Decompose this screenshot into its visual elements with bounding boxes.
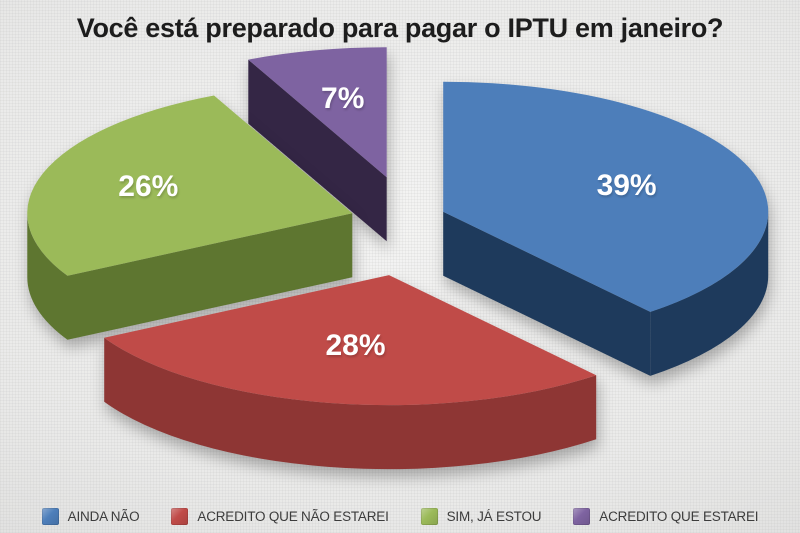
- pie-slice-ainda-nao: 39%: [443, 81, 769, 376]
- legend-swatch: [171, 507, 189, 525]
- pie-slice-acredito-que-estarei: 7%: [248, 47, 387, 242]
- pie-slice-side-face: [248, 59, 387, 242]
- legend-label: ACREDITO QUE NÃO ESTAREI: [197, 508, 389, 524]
- legend-item-sim-ja-estou: SIM, JÁ ESTOU: [420, 507, 542, 525]
- legend-label: AINDA NÃO: [67, 508, 140, 524]
- pie-slice-side-face: [67, 213, 353, 340]
- pie-slice-rim: [104, 337, 597, 470]
- pie-slice-top-face: [443, 81, 769, 312]
- slice-value-label: 28%: [325, 329, 385, 362]
- legend-swatch: [41, 507, 59, 525]
- chart-legend: AINDA NÃO ACREDITO QUE NÃO ESTAREI SIM, JÁ…: [0, 504, 800, 528]
- legend-item-acredito-que-nao-estarei: ACREDITO QUE NÃO ESTAREI: [171, 507, 389, 525]
- pie-slice-top-face: [248, 47, 387, 178]
- legend-swatch: [420, 507, 438, 525]
- pie-slice-rim: [650, 211, 769, 376]
- chart-title: Você está preparado para pagar o IPTU em…: [76, 13, 724, 43]
- pie-slice-top-face: [104, 275, 597, 406]
- pie-slice-sim-ja-estou: 26%: [27, 95, 353, 340]
- legend-label: SIM, JÁ ESTOU: [446, 508, 542, 524]
- slice-value-label: 26%: [118, 170, 178, 203]
- legend-label: ACREDITO QUE ESTAREI: [599, 508, 759, 524]
- legend-item-ainda-nao: AINDA NÃO: [41, 507, 140, 525]
- pie-slice-acredito-que-nao-estarei: 28%: [104, 275, 597, 470]
- slice-value-label: 7%: [321, 82, 364, 115]
- pie-slice-top-face: [27, 95, 353, 276]
- pie-slice-side-face: [443, 211, 651, 376]
- legend-item-acredito-que-estarei: ACREDITO QUE ESTAREI: [573, 507, 759, 525]
- pie-slice-rim: [27, 213, 68, 340]
- slice-value-label: 39%: [597, 169, 657, 202]
- legend-swatch: [573, 507, 591, 525]
